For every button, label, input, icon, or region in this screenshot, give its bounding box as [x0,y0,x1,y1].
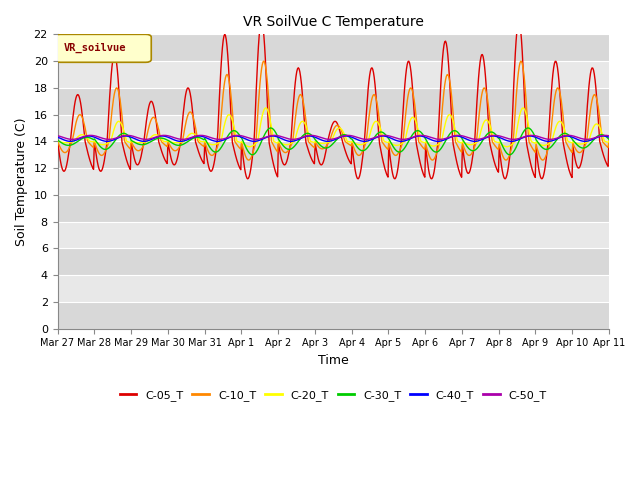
Bar [58,248,609,275]
Bar [58,115,609,142]
Bar [58,195,609,222]
Legend: C-05_T, C-10_T, C-20_T, C-30_T, C-40_T, C-50_T: C-05_T, C-10_T, C-20_T, C-30_T, C-40_T, … [115,386,551,406]
Bar [58,168,609,195]
Title: VR SoilVue C Temperature: VR SoilVue C Temperature [243,15,424,29]
Bar [58,142,609,168]
Text: VR_soilvue: VR_soilvue [64,43,127,53]
FancyBboxPatch shape [55,35,151,62]
Y-axis label: Soil Temperature (C): Soil Temperature (C) [15,117,28,246]
Bar [58,35,609,61]
X-axis label: Time: Time [318,354,349,367]
Bar [58,275,609,302]
Bar [58,222,609,248]
Bar [58,61,609,88]
Bar [58,88,609,115]
Bar [58,302,609,329]
